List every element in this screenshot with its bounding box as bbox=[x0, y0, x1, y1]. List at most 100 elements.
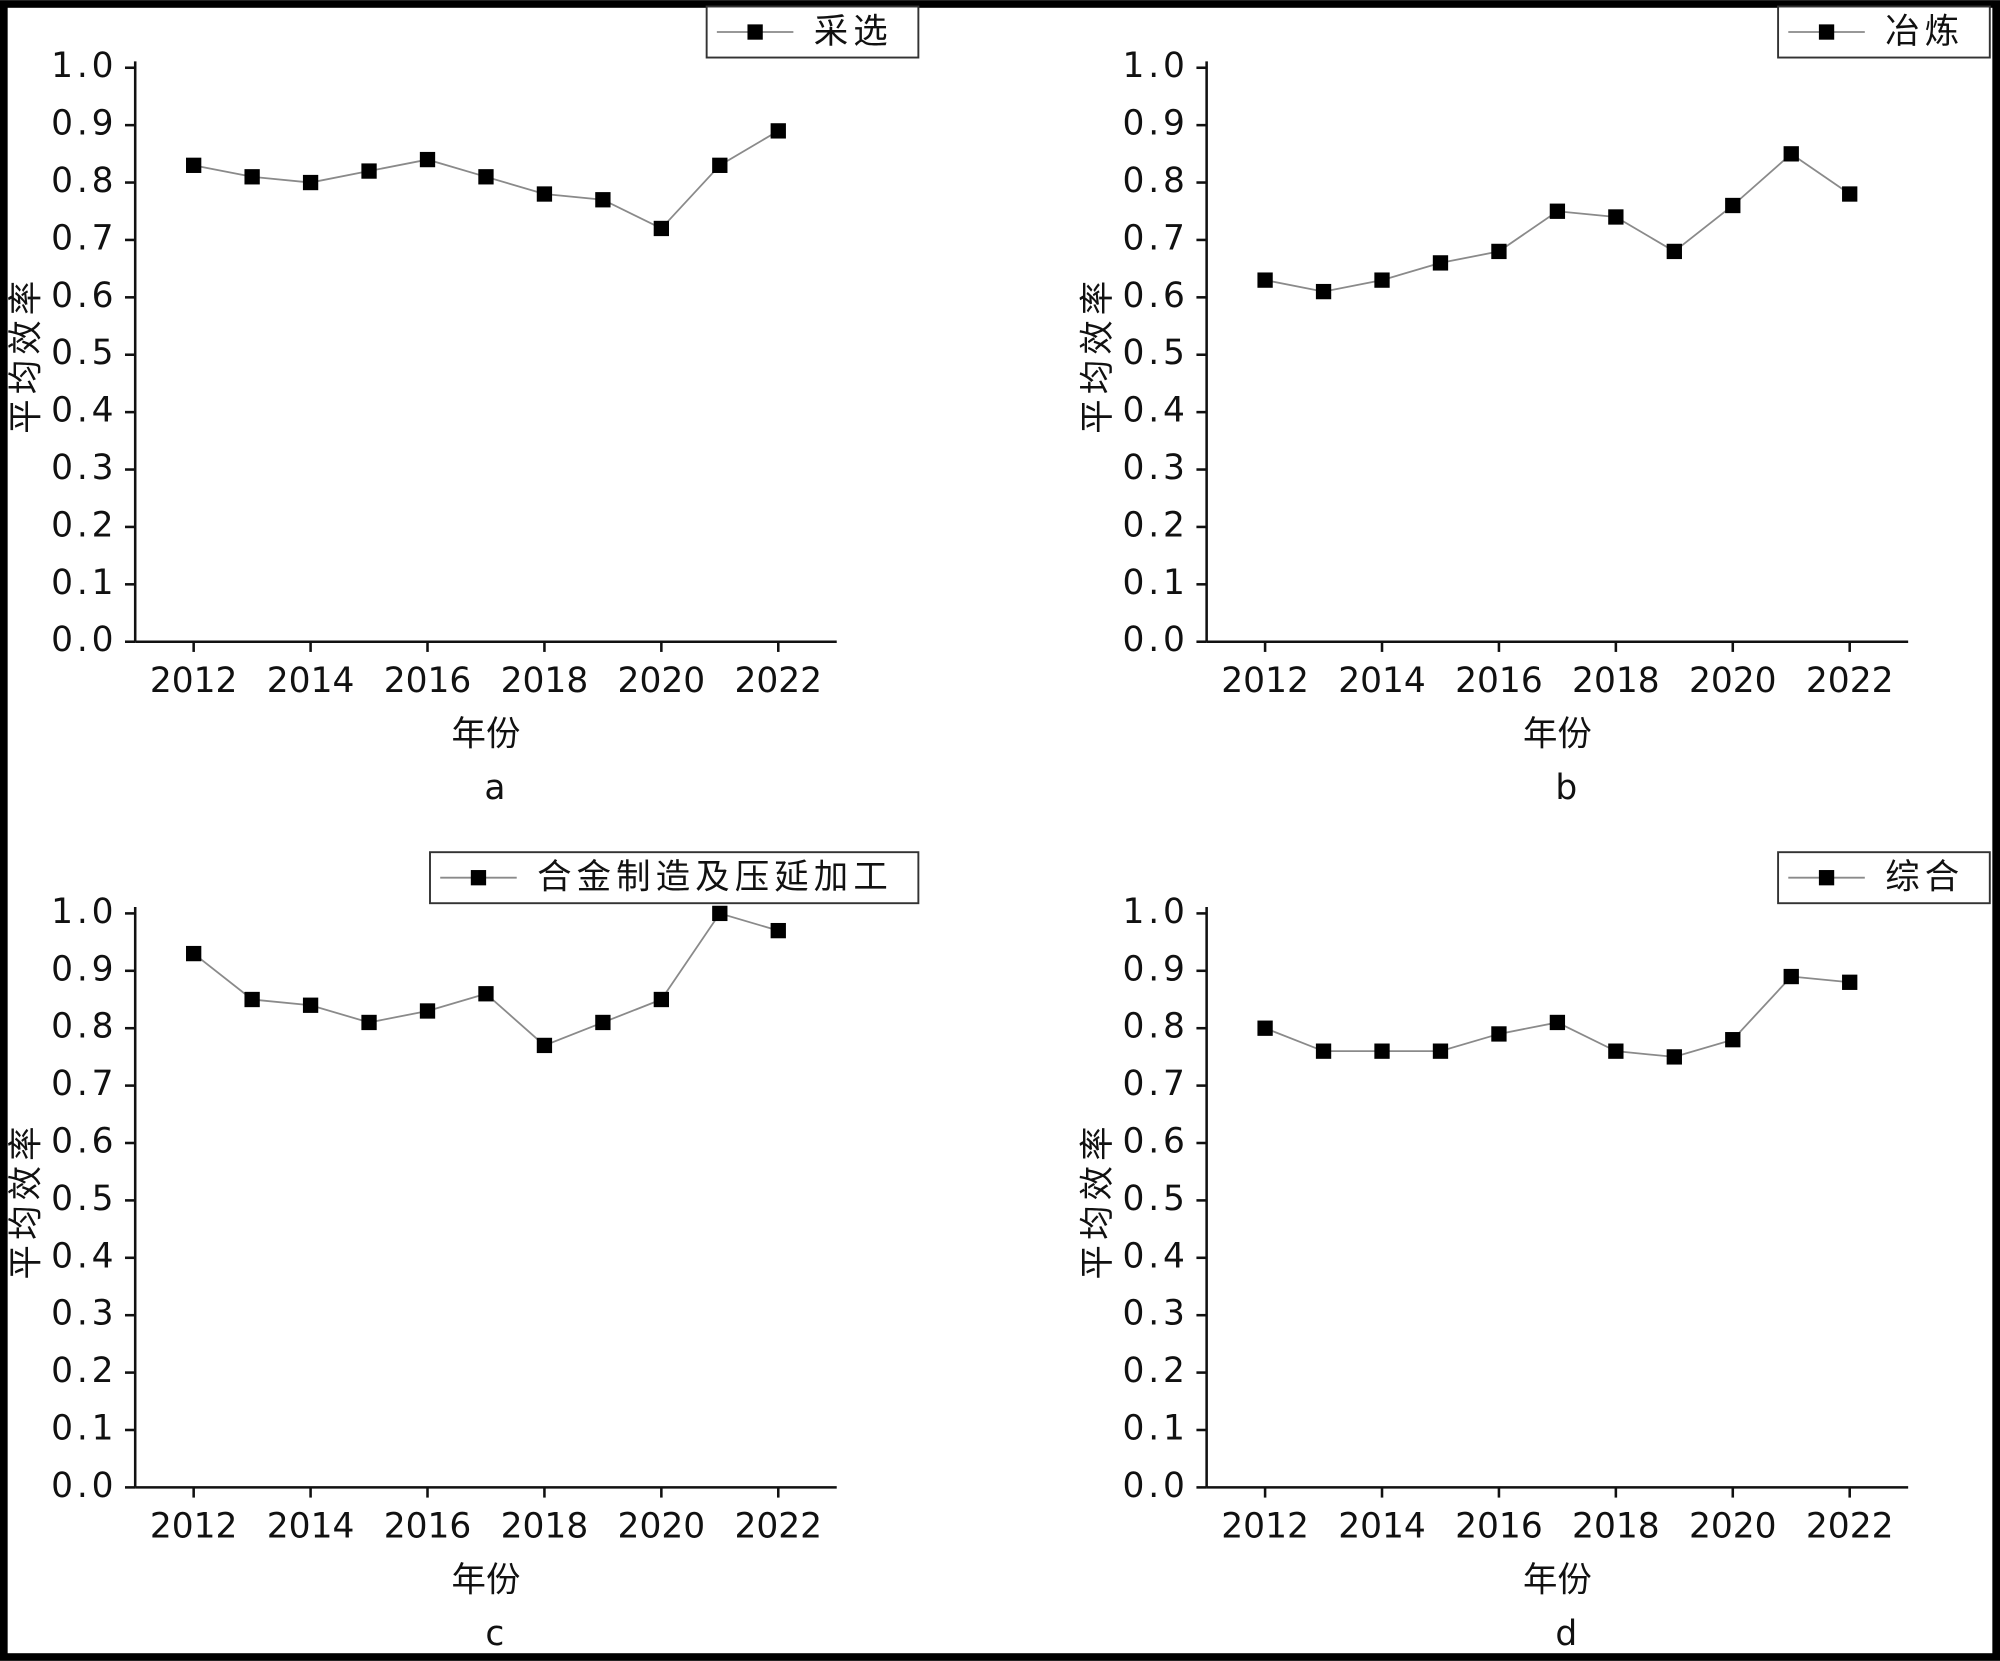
marker bbox=[1549, 203, 1566, 219]
panel-label: b bbox=[1555, 768, 1577, 808]
marker bbox=[1608, 1043, 1624, 1059]
marker bbox=[595, 1014, 611, 1031]
marker bbox=[1257, 272, 1273, 288]
x-tick-label: 2018 bbox=[501, 1507, 589, 1547]
y-tick-label: 0.0 bbox=[51, 1466, 117, 1506]
panel-label: a bbox=[484, 768, 505, 808]
y-tick-label: 0.7 bbox=[51, 1064, 117, 1104]
marker bbox=[478, 169, 494, 185]
y-tick-label: 0.5 bbox=[51, 1179, 117, 1219]
y-tick-label: 0.3 bbox=[1123, 448, 1189, 488]
marker bbox=[1842, 186, 1858, 202]
y-tick-label: 0.8 bbox=[51, 161, 117, 201]
y-tick-label: 0.3 bbox=[1123, 1294, 1189, 1334]
marker bbox=[770, 123, 786, 139]
y-tick-label: 0.8 bbox=[1123, 161, 1189, 201]
y-tick-label: 0.6 bbox=[51, 1122, 117, 1162]
y-tick-label: 0.1 bbox=[51, 563, 117, 603]
y-tick-label: 0.7 bbox=[51, 218, 117, 258]
y-tick-label: 0.6 bbox=[51, 276, 117, 316]
y-tick-label: 0.7 bbox=[1123, 1064, 1189, 1104]
marker bbox=[478, 986, 494, 1002]
x-tick-label: 2012 bbox=[150, 1507, 238, 1547]
y-tick-label: 0.9 bbox=[51, 104, 117, 144]
legend-marker bbox=[1818, 24, 1835, 40]
x-tick-label: 2016 bbox=[384, 1507, 472, 1547]
marker bbox=[244, 169, 260, 185]
y-tick-label: 0.8 bbox=[1123, 1007, 1189, 1047]
y-tick-label: 0.2 bbox=[1123, 1351, 1189, 1391]
marker bbox=[1783, 968, 1799, 985]
legend-marker bbox=[470, 870, 487, 886]
marker bbox=[1549, 1014, 1566, 1031]
y-tick-label: 0.4 bbox=[1123, 391, 1189, 431]
y-tick-label: 0.1 bbox=[1123, 1408, 1189, 1448]
marker bbox=[1432, 255, 1449, 271]
marker bbox=[653, 991, 670, 1008]
y-tick-label: 0.6 bbox=[1123, 276, 1189, 316]
marker bbox=[244, 991, 260, 1008]
y-tick-label: 1.0 bbox=[51, 46, 117, 86]
marker bbox=[1842, 974, 1858, 990]
x-tick-label: 2012 bbox=[1221, 1507, 1309, 1547]
x-tick-label: 2022 bbox=[1806, 661, 1894, 701]
y-axis-title: 平均效率 bbox=[1078, 1121, 1118, 1279]
x-axis-title: 年份 bbox=[452, 1560, 521, 1600]
y-tick-label: 0.3 bbox=[51, 448, 117, 488]
y-tick-label: 0.6 bbox=[1123, 1122, 1189, 1162]
marker bbox=[712, 905, 728, 922]
y-tick-label: 0.2 bbox=[51, 505, 117, 545]
marker bbox=[1666, 1049, 1682, 1065]
marker bbox=[419, 151, 436, 168]
marker bbox=[1374, 1043, 1390, 1059]
legend-marker bbox=[747, 24, 763, 40]
marker bbox=[186, 157, 202, 173]
x-tick-label: 2016 bbox=[1455, 661, 1543, 701]
marker bbox=[302, 997, 319, 1013]
y-tick-label: 1.0 bbox=[1123, 46, 1189, 86]
panel-label: d bbox=[1555, 1614, 1577, 1654]
y-tick-label: 0.5 bbox=[51, 333, 117, 373]
marker bbox=[1725, 1032, 1741, 1048]
x-tick-label: 2020 bbox=[1689, 661, 1777, 701]
y-tick-label: 0.4 bbox=[1123, 1236, 1189, 1276]
x-tick-label: 2016 bbox=[1455, 1507, 1543, 1547]
legend-label: 冶炼 bbox=[1885, 12, 1964, 52]
x-axis-title: 年份 bbox=[1523, 715, 1592, 755]
x-tick-label: 2012 bbox=[1221, 661, 1309, 701]
y-tick-label: 0.8 bbox=[51, 1007, 117, 1047]
y-tick-label: 0.0 bbox=[1123, 620, 1189, 660]
legend-marker bbox=[1818, 870, 1835, 886]
x-tick-label: 2020 bbox=[1689, 1507, 1777, 1547]
x-tick-label: 2014 bbox=[1338, 661, 1426, 701]
x-tick-label: 2014 bbox=[267, 1507, 355, 1547]
y-axis-title: 平均效率 bbox=[7, 276, 47, 434]
marker bbox=[186, 945, 202, 962]
marker bbox=[1491, 1026, 1507, 1042]
x-tick-label: 2022 bbox=[734, 661, 822, 701]
x-tick-label: 2012 bbox=[150, 661, 238, 701]
x-axis-title: 年份 bbox=[1523, 1560, 1592, 1600]
marker bbox=[1666, 243, 1682, 260]
marker bbox=[1374, 272, 1390, 288]
y-tick-label: 0.0 bbox=[1123, 1466, 1189, 1506]
marker bbox=[595, 192, 611, 208]
x-tick-label: 2022 bbox=[1806, 1507, 1894, 1547]
legend-label: 采选 bbox=[814, 12, 893, 52]
legend-label: 合金制造及压延加工 bbox=[537, 857, 893, 897]
y-tick-label: 0.9 bbox=[51, 949, 117, 989]
marker bbox=[1432, 1043, 1449, 1059]
x-tick-label: 2018 bbox=[501, 661, 589, 701]
marker bbox=[1491, 243, 1507, 260]
x-tick-label: 2018 bbox=[1572, 661, 1660, 701]
legend-label: 综合 bbox=[1885, 857, 1964, 897]
y-axis-title: 平均效率 bbox=[7, 1121, 47, 1279]
marker bbox=[653, 220, 670, 237]
panel-label: c bbox=[485, 1614, 504, 1654]
marker bbox=[1783, 146, 1799, 162]
y-tick-label: 0.2 bbox=[51, 1351, 117, 1391]
marker bbox=[302, 174, 319, 191]
marker bbox=[361, 163, 377, 179]
